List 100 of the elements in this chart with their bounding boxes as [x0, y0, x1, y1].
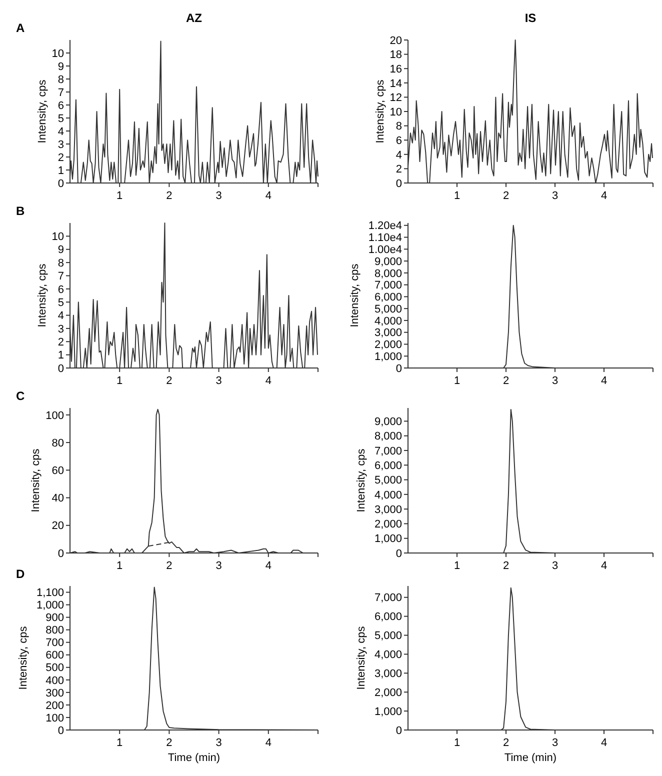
y-tick-label: 5 [58, 112, 64, 125]
x-tick-label: 2 [502, 560, 510, 572]
y-tick-label: 6 [58, 284, 64, 296]
x-tick-label: 4 [600, 737, 608, 749]
x-tick-label: 3 [552, 737, 558, 749]
x-tick-label: 3 [552, 375, 558, 387]
y-tick-label: 1,100 [36, 587, 64, 600]
y-tick-label: 9 [58, 244, 64, 256]
y-tick-label: 4,000 [374, 489, 402, 502]
y-tick-label: 5,000 [374, 474, 402, 487]
x-tick-label: 4 [600, 190, 608, 202]
x-tick-label: 3 [552, 560, 558, 572]
y-tick-label: 14 [390, 78, 402, 90]
y-tick-label: 1 [58, 164, 64, 177]
y-tick-label: 7 [58, 270, 64, 283]
x-tick-label: 1 [454, 737, 460, 749]
y-tick-label: 4 [58, 126, 64, 138]
x-axis-title: Time (min) [168, 752, 220, 764]
x-tick-label: 3 [216, 190, 222, 202]
y-tick-label: 1.10e4 [368, 232, 402, 244]
y-tick-label: 20 [52, 520, 64, 532]
y-tick-label: 80 [52, 437, 64, 450]
y-tick-label: 4 [396, 149, 402, 162]
y-tick-label: 16 [390, 63, 402, 76]
x-tick-label: 2 [502, 190, 510, 202]
y-tick-label: 4 [58, 310, 64, 322]
x-tick-label: 4 [600, 375, 608, 387]
x-tick-label: 1 [454, 375, 460, 387]
y-tick-label: 100 [46, 410, 64, 422]
y-tick-label: 900 [46, 612, 64, 624]
y-tick-label: 8,000 [374, 430, 402, 443]
y-axis-title: Intensity, cps [356, 626, 368, 690]
y-tick-label: 6,000 [374, 460, 402, 472]
y-tick-label: 400 [46, 674, 64, 687]
y-tick-label: 2 [396, 164, 402, 176]
y-tick-label: 300 [46, 687, 64, 700]
y-tick-label: 2 [58, 336, 64, 348]
text: A [16, 21, 25, 35]
y-tick-label: 1 [58, 350, 64, 362]
y-tick-label: 7,000 [374, 280, 402, 292]
x-tick-label: 1 [454, 560, 460, 572]
x-tick-label: 1 [116, 190, 123, 202]
y-tick-label: 700 [46, 637, 64, 650]
y-tick-label: 0 [396, 178, 402, 190]
y-axis-title: Intensity, cps [36, 263, 48, 328]
y-tick-label: 1,000 [36, 600, 64, 612]
y-tick-label: 0 [396, 362, 402, 375]
y-tick-label: 2 [58, 152, 64, 164]
x-tick-label: 3 [216, 560, 222, 572]
y-axis-title: Intensity, cps [36, 79, 48, 144]
y-tick-label: 12 [390, 92, 402, 104]
y-tick-label: 0 [396, 548, 402, 560]
x-axis-title: Time (min) [504, 752, 557, 764]
y-tick-label: 1,000 [374, 706, 402, 718]
y-tick-label: 3,000 [374, 327, 402, 340]
y-tick-label: 9,000 [374, 256, 402, 268]
x-tick-label: 4 [265, 375, 272, 387]
y-tick-label: 1.20e4 [368, 220, 402, 232]
text: B [16, 204, 25, 218]
y-tick-label: 0 [58, 724, 64, 737]
y-tick-label: 60 [52, 464, 64, 477]
x-tick-label: 1 [116, 375, 123, 387]
chart-title: AZ [186, 11, 202, 25]
y-tick-label: 10 [52, 48, 64, 60]
y-tick-label: 3,000 [374, 504, 402, 516]
y-tick-label: 0 [58, 178, 64, 190]
y-tick-label: 5 [58, 296, 64, 309]
y-axis-title: Intensity, cps [18, 626, 30, 690]
y-tick-label: 8 [58, 74, 64, 86]
y-tick-label: 2,000 [374, 339, 402, 352]
x-tick-label: 1 [116, 737, 123, 749]
y-axis-title: Intensity, cps [374, 79, 386, 144]
y-tick-label: 2,000 [374, 686, 402, 699]
y-tick-label: 2,000 [374, 518, 402, 531]
x-tick-label: 3 [216, 375, 222, 387]
y-tick-label: 200 [46, 700, 64, 712]
y-tick-label: 0 [396, 724, 402, 737]
x-tick-label: 3 [552, 190, 558, 202]
text: D [16, 567, 25, 581]
y-tick-label: 10 [52, 231, 64, 244]
y-tick-label: 1,000 [374, 533, 402, 546]
chart-title: IS [524, 11, 536, 25]
y-tick-label: 5,000 [374, 630, 402, 642]
y-tick-label: 3 [58, 138, 64, 151]
y-tick-label: 6 [58, 100, 64, 112]
y-tick-label: 9 [58, 60, 64, 73]
x-tick-label: 4 [265, 190, 272, 202]
y-tick-label: 40 [52, 492, 64, 505]
x-tick-label: 2 [166, 375, 172, 387]
text: C [16, 389, 25, 403]
y-tick-label: 3 [58, 323, 64, 336]
x-tick-label: 2 [166, 737, 172, 749]
y-tick-label: 8 [58, 257, 64, 270]
x-tick-label: 2 [502, 737, 510, 749]
x-tick-label: 1 [454, 190, 460, 202]
y-tick-label: 100 [46, 712, 64, 724]
x-tick-label: 2 [166, 560, 172, 572]
y-tick-label: 800 [46, 624, 64, 637]
y-tick-label: 9,000 [374, 416, 402, 428]
y-tick-label: 20 [390, 34, 402, 47]
